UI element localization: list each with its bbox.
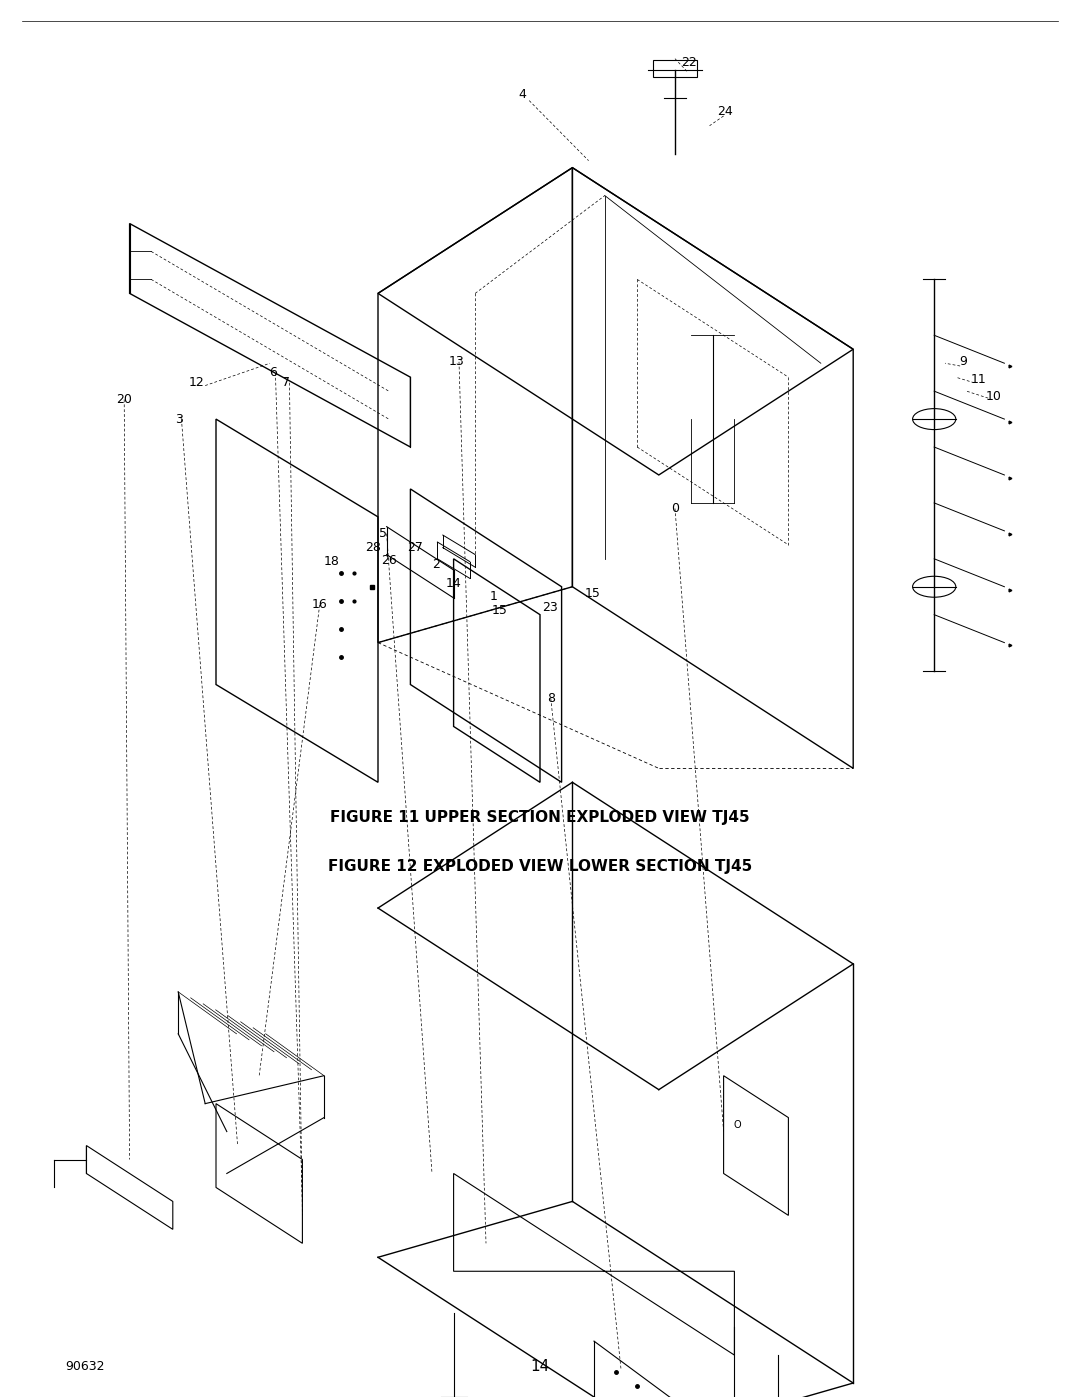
Text: 0: 0: [671, 502, 679, 515]
Text: 24: 24: [717, 105, 732, 119]
Text: 8: 8: [546, 692, 555, 705]
Text: 14: 14: [446, 577, 461, 591]
Text: 12: 12: [189, 376, 204, 390]
Text: 7: 7: [282, 376, 291, 390]
Text: 3: 3: [175, 412, 184, 426]
Text: 5: 5: [379, 527, 388, 541]
Text: 1: 1: [489, 590, 498, 604]
Text: FIGURE 12 EXPLODED VIEW LOWER SECTION TJ45: FIGURE 12 EXPLODED VIEW LOWER SECTION TJ…: [328, 859, 752, 873]
Text: 15: 15: [585, 587, 600, 601]
Text: 26: 26: [381, 553, 396, 567]
Text: 18: 18: [324, 555, 339, 569]
Text: 11: 11: [971, 373, 986, 387]
Text: 13: 13: [449, 355, 464, 369]
Text: 4: 4: [518, 88, 527, 102]
Text: FIGURE 11 UPPER SECTION EXPLODED VIEW TJ45: FIGURE 11 UPPER SECTION EXPLODED VIEW TJ…: [330, 810, 750, 824]
Text: 20: 20: [117, 393, 132, 407]
Text: 6: 6: [269, 366, 278, 380]
Text: O: O: [733, 1119, 742, 1130]
Text: 10: 10: [986, 390, 1001, 404]
Text: 14: 14: [530, 1359, 550, 1373]
Bar: [653, 60, 697, 77]
Text: 2: 2: [432, 557, 441, 571]
Text: 28: 28: [365, 541, 380, 555]
Text: 9: 9: [959, 355, 968, 369]
Text: 16: 16: [312, 598, 327, 612]
Text: 27: 27: [407, 541, 422, 555]
Text: 23: 23: [542, 601, 557, 615]
Text: 22: 22: [681, 56, 697, 70]
Text: 90632: 90632: [65, 1359, 105, 1373]
Text: 15: 15: [492, 604, 508, 617]
